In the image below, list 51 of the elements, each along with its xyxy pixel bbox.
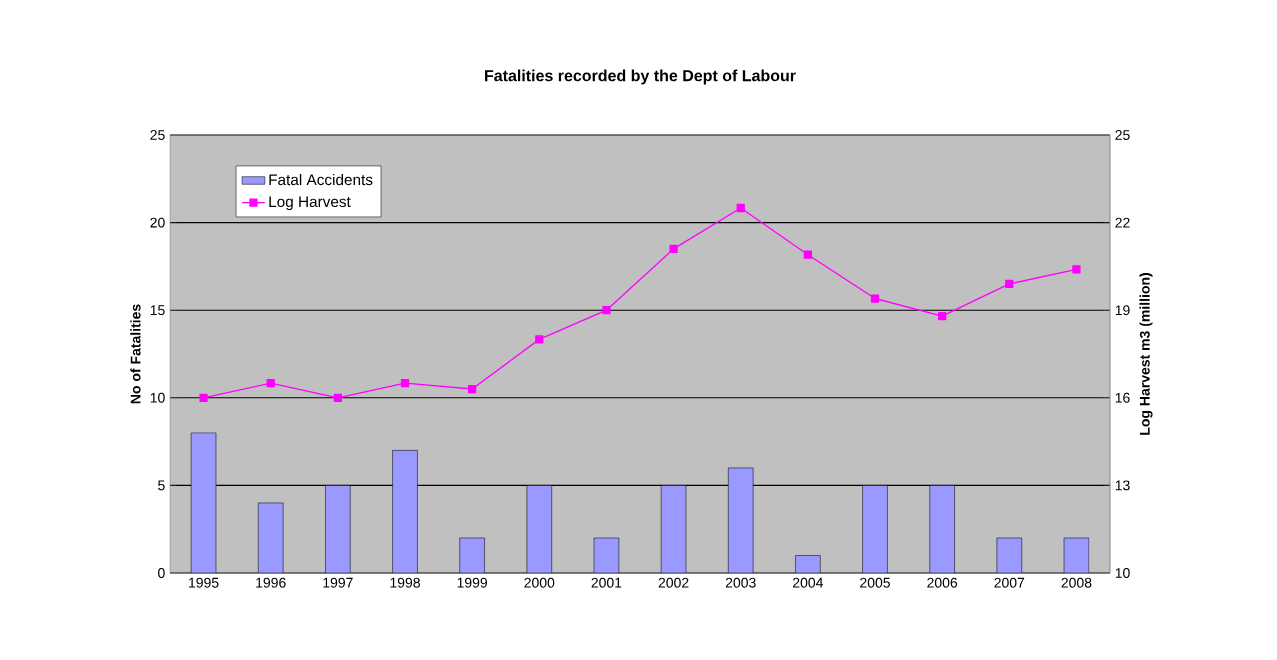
- x-tick-label: 2001: [591, 577, 622, 588]
- point: [400, 379, 410, 388]
- bar: [996, 537, 1022, 573]
- x-tick-label: 1998: [390, 577, 420, 588]
- x-tick-label: 2006: [927, 577, 958, 588]
- x-tick-label: 2000: [524, 577, 555, 588]
- x-tick-label: 1997: [323, 577, 353, 588]
- x-tick-label: 1996: [256, 577, 286, 588]
- point: [1072, 265, 1081, 274]
- y2-tick-label: 16: [1115, 392, 1130, 403]
- bar: [593, 537, 620, 573]
- y2-tick-label: 22: [1115, 217, 1130, 228]
- bar: [1063, 537, 1090, 573]
- y-tick-label: 25: [150, 130, 165, 140]
- y-tick-label: 5: [158, 480, 165, 491]
- x-tick-label: 2007: [994, 577, 1025, 588]
- y2-tick-label: 10: [1115, 568, 1130, 578]
- point: [602, 306, 611, 315]
- y2-tick-label: 13: [1115, 480, 1130, 491]
- y2-tick-label: 25: [1115, 130, 1130, 140]
- chart-title: Fatalities recorded by the Dept of Labour: [485, 69, 796, 85]
- legend-label: Fatal Accidents: [269, 173, 373, 186]
- point: [333, 393, 342, 402]
- point: [266, 379, 275, 388]
- x-tick-label: 2004: [793, 577, 824, 588]
- point: [669, 244, 678, 254]
- point: [870, 294, 880, 303]
- y-tick-label: 0: [158, 568, 165, 578]
- bar: [258, 502, 284, 573]
- x-tick-label: 1999: [457, 577, 488, 588]
- x-tick-label: 2005: [860, 577, 890, 588]
- bar: [795, 555, 821, 573]
- y-axis-title: No of Fatalities: [130, 304, 141, 404]
- y-tick-label: 15: [150, 305, 165, 316]
- point: [199, 393, 208, 402]
- bar: [459, 537, 485, 573]
- point: [803, 250, 812, 259]
- x-tick-label: 2003: [725, 577, 756, 588]
- y2-tick-label: 19: [1115, 305, 1130, 316]
- y-tick-label: 20: [150, 217, 165, 228]
- point: [938, 311, 947, 321]
- point: [468, 384, 477, 394]
- x-tick-label: 2002: [658, 577, 689, 588]
- y2-axis-title: Log Harvest m3 (million): [1139, 273, 1153, 435]
- x-tick-label: 2008: [1061, 577, 1092, 588]
- point: [535, 335, 544, 344]
- point: [736, 203, 745, 213]
- x-tick-label: 1995: [189, 577, 219, 588]
- point: [1005, 279, 1014, 289]
- y-tick-label: 10: [150, 392, 165, 403]
- legend-label: Log Harvest: [269, 196, 351, 211]
